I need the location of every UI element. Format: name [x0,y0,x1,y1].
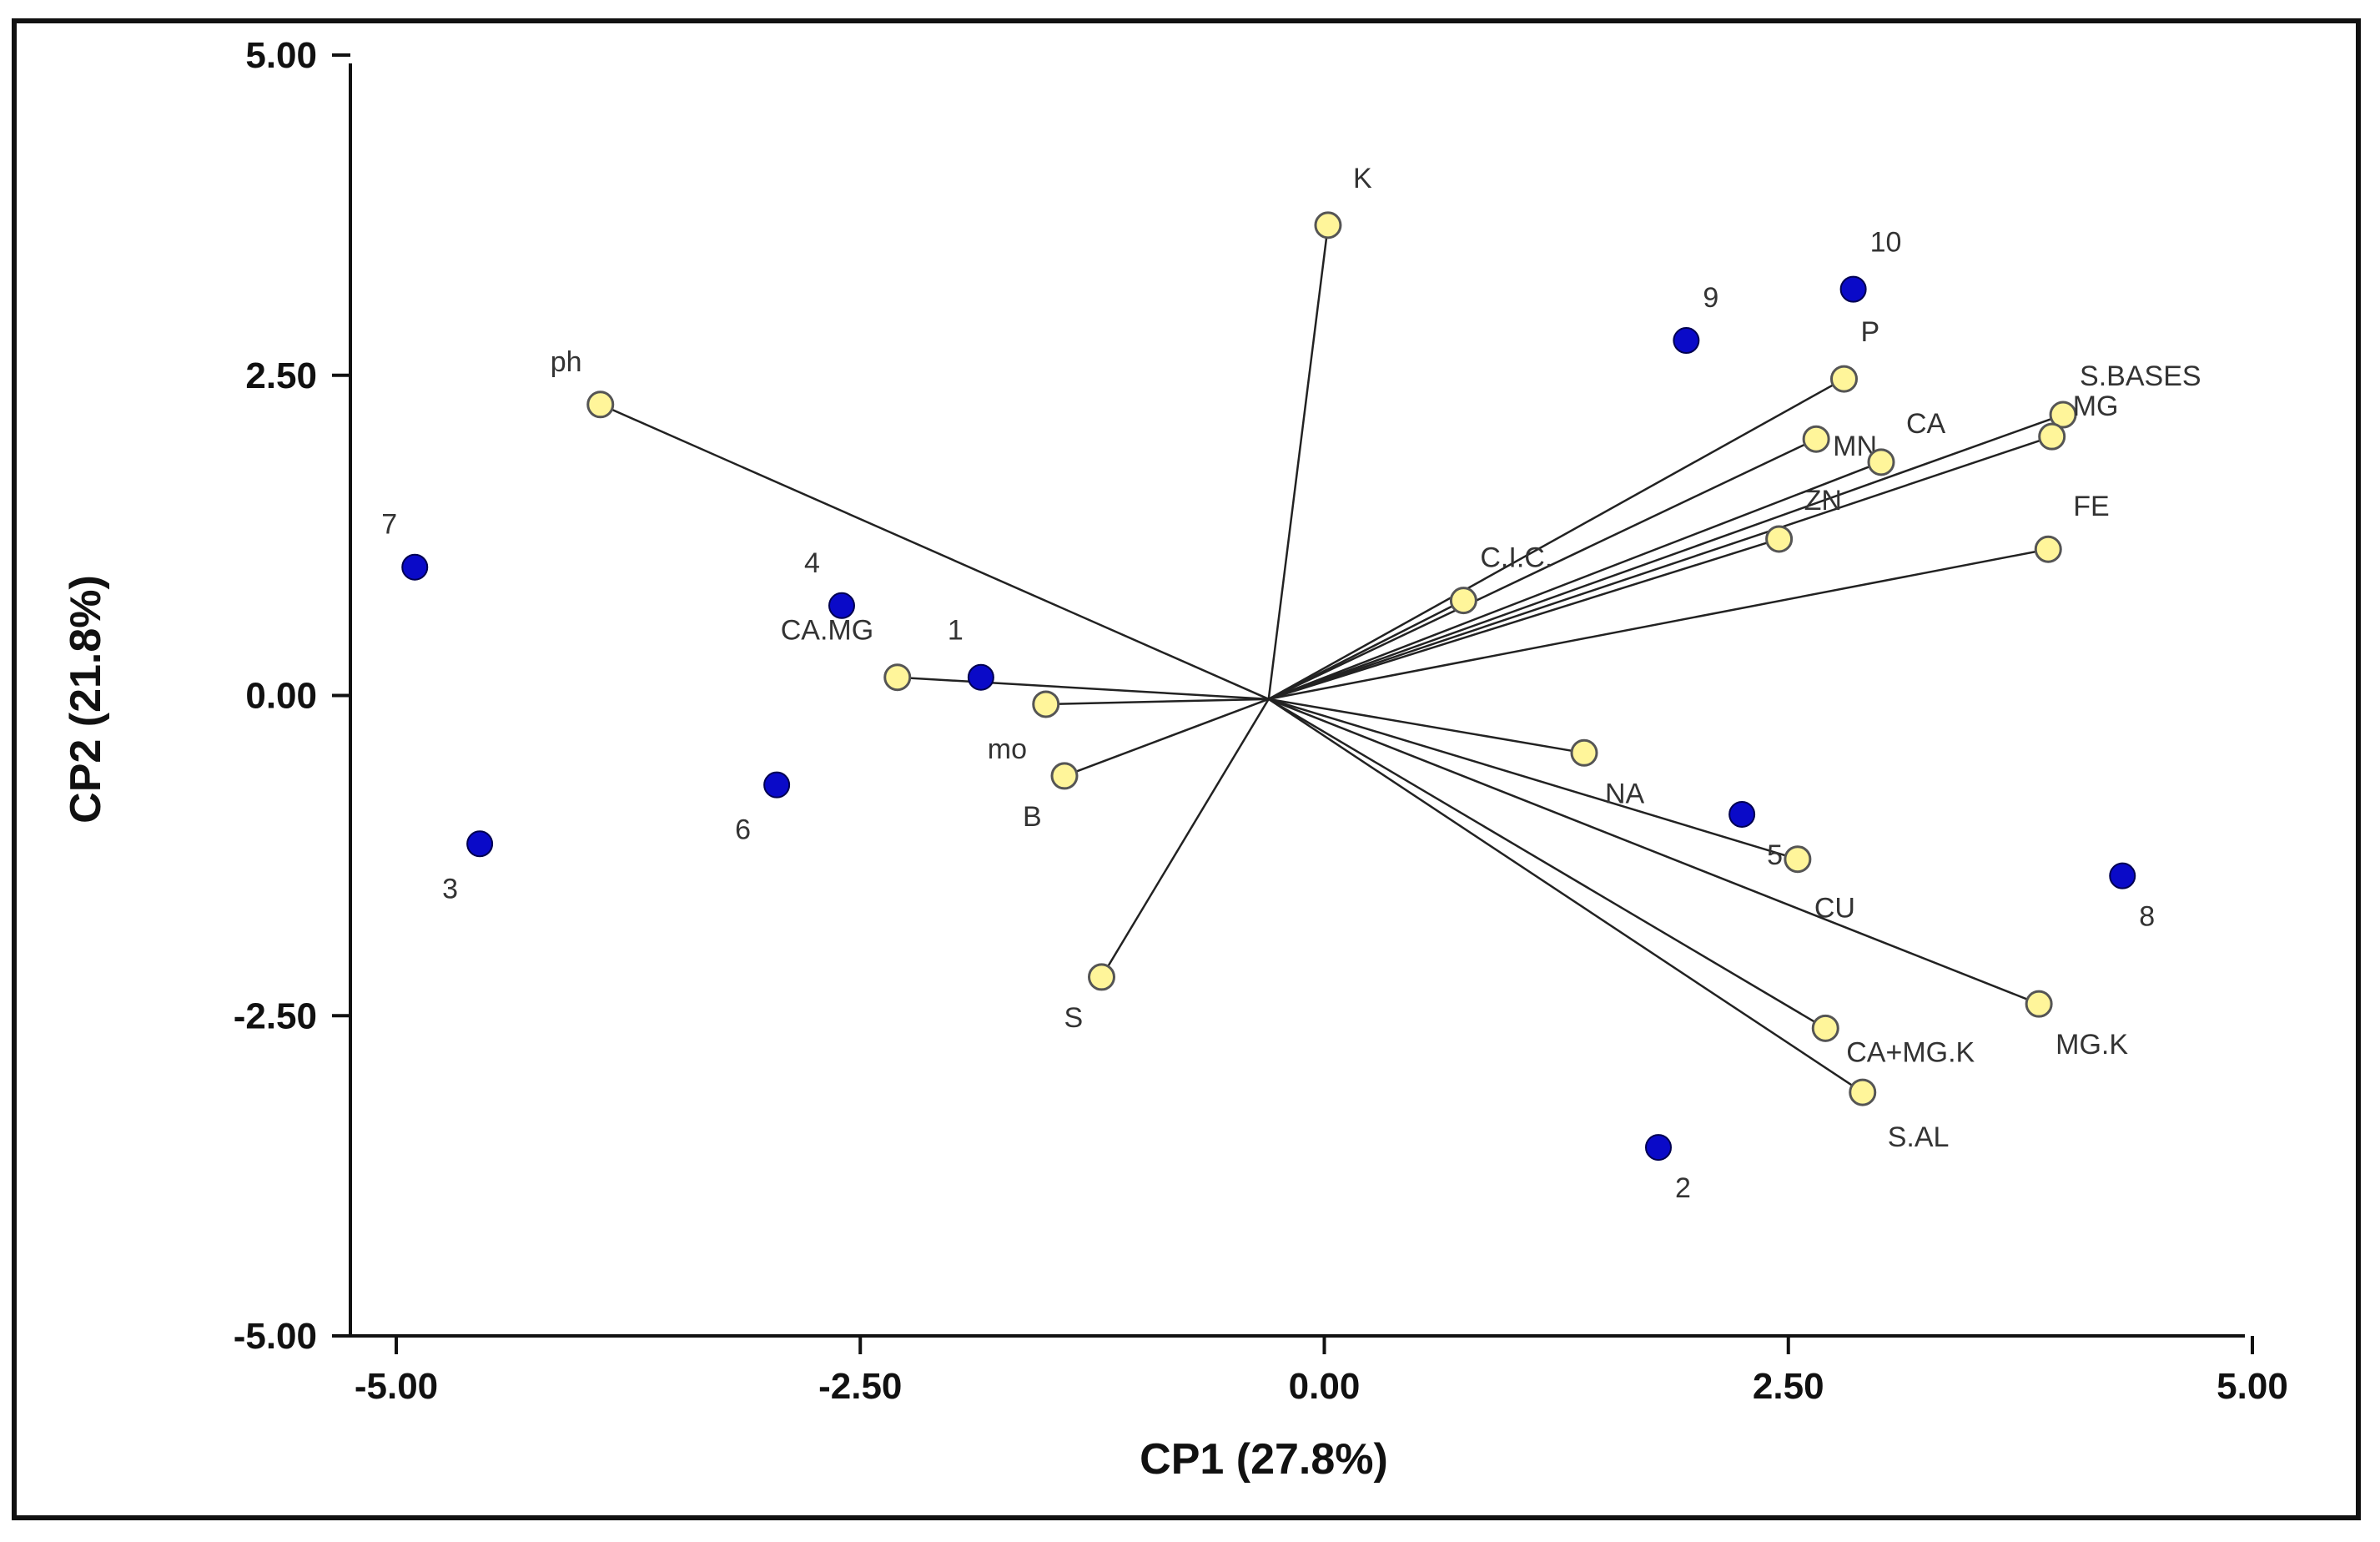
loading-vector [1268,438,1817,700]
variable-label: S.BASES [2080,360,2201,392]
variable-point [883,663,912,692]
loading-vector [1045,698,1269,706]
variable-point [1830,365,1858,393]
variable-label: CA [1906,408,1946,440]
variable-label: NA [1605,778,1645,809]
sample-point [1839,275,1867,303]
pca-biplot: 5.00 2.50 0.00 -2.50 -5.00 -5.00 -2.50 0.00 2.50… [62,35,2288,1484]
sample-label: 2 [1675,1172,1691,1204]
variable-point [1784,845,1812,874]
variable-label: S.AL [1888,1121,1950,1153]
loading-vector [1268,548,2049,701]
loading-vector [1268,461,1882,700]
variable-point [1811,1014,1839,1042]
variable-point [2034,535,2062,563]
sample-label: 1 [948,615,964,647]
loading-vector [1268,698,1799,860]
sample-label: 4 [804,547,820,579]
x-tick-label: 5.00 [2216,1366,2288,1407]
y-axis-title: CP2 (21.8%) [62,575,110,824]
variable-label: C.I.C. [1480,542,1552,574]
variable-point [1088,963,1115,991]
y-tick-label: -2.50 [234,995,317,1036]
variable-label: S [1064,1002,1084,1034]
loading-vector [897,676,1269,701]
variable-point [1050,762,1079,790]
variable-label: ph [551,346,582,378]
loading-vector [1268,599,1464,700]
loading-vector [1268,377,1845,700]
sample-label: 7 [381,509,397,541]
sample-point [828,592,855,619]
y-tick-label: 2.50 [245,355,317,396]
chart-frame: 5.00 2.50 0.00 -2.50 -5.00 -5.00 -2.50 0.00 2.50… [12,18,2361,1520]
y-tick-label: 5.00 [245,35,317,76]
loading-vector [1100,698,1270,978]
loading-vectors [600,224,2064,1094]
sample-points: 1 2 3 4 5 6 7 8 9 10 [381,227,2155,1204]
variable-point [2049,401,2077,429]
sample-point [1673,327,1700,355]
loading-vector [1268,537,1779,701]
variable-label: mo [988,733,1027,765]
variable-label: P [1861,316,1880,348]
loading-vector [1267,224,1330,699]
x-tick-label: -2.50 [818,1366,902,1407]
variable-label: FE [2073,491,2109,522]
x-tick-label: 0.00 [1289,1366,1361,1407]
loading-vector [1064,698,1270,778]
sample-label: 5 [1767,839,1783,871]
variable-label: K [1353,163,1372,194]
variable-point [1765,525,1794,553]
loading-vector [1268,698,1585,754]
variable-point [1314,211,1342,239]
variable-point [2038,422,2066,451]
variable-label: B [1023,801,1042,833]
variable-label: MG.K [2055,1029,2128,1061]
variable-point [1802,425,1830,453]
variable-label: CU [1814,893,1855,925]
variable-point [1867,448,1895,476]
variable-point [1849,1078,1877,1106]
sample-point [763,771,791,799]
sample-label: 9 [1703,282,1718,314]
variable-point [1032,690,1060,718]
sample-label: 6 [735,814,751,846]
variable-label: CA.MG [781,615,873,647]
variable-label: CA+MG.K [1846,1036,1975,1068]
sample-point [466,830,494,858]
y-tick-label: -5.00 [234,1316,317,1357]
x-tick-label: -5.00 [355,1366,438,1407]
sample-point [967,663,994,691]
variable-point [2025,990,2053,1018]
x-axis-title: CP1 (27.8%) [1140,1435,1388,1484]
sample-point [2109,862,2136,889]
variable-label: MG [2073,391,2119,422]
sample-label: 8 [2139,901,2155,933]
loading-vector [1268,413,2064,701]
loading-vector [1268,698,2040,1005]
sample-point [1645,1134,1672,1162]
sample-point [401,553,429,581]
variable-point [1449,587,1477,615]
loading-vector [1268,698,1826,1030]
loading-vector [600,403,1270,700]
variable-label: ZN [1804,485,1842,517]
y-tick-label: 0.00 [245,676,317,717]
axis-ticks: 5.00 2.50 0.00 -2.50 -5.00 -5.00 -2.50 0.00 2.50… [234,35,2288,1407]
sample-label: 10 [1870,227,1902,259]
sample-point [1728,800,1756,828]
x-tick-label: 2.50 [1753,1366,1824,1407]
variable-point [586,391,615,419]
loading-vector [1268,698,1864,1094]
sample-label: 3 [442,873,458,905]
loading-vector [1268,435,2053,701]
variable-point [1570,738,1598,767]
